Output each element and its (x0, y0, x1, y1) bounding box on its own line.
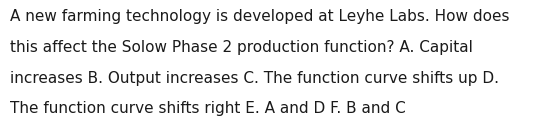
Text: this affect the Solow Phase 2 production function? A. Capital: this affect the Solow Phase 2 production… (10, 40, 473, 55)
Text: A new farming technology is developed at Leyhe Labs. How does: A new farming technology is developed at… (10, 9, 509, 24)
Text: increases B. Output increases C. The function curve shifts up D.: increases B. Output increases C. The fun… (10, 71, 499, 86)
Text: The function curve shifts right E. A and D F. B and C: The function curve shifts right E. A and… (10, 101, 406, 116)
